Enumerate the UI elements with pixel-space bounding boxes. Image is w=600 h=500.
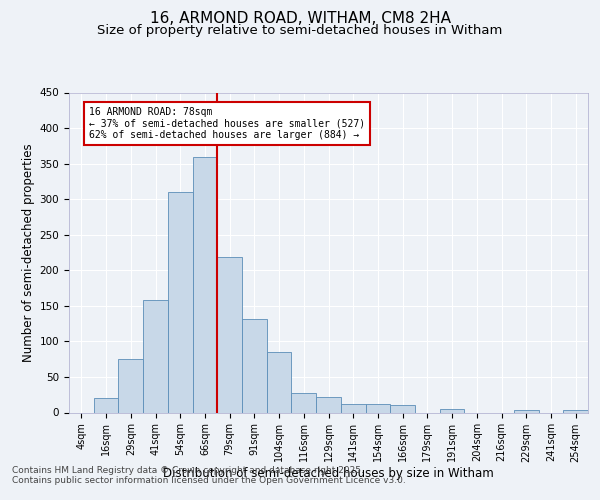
- Bar: [365, 404, 390, 412]
- Bar: [292, 394, 316, 412]
- Text: 16, ARMOND ROAD, WITHAM, CM8 2HA: 16, ARMOND ROAD, WITHAM, CM8 2HA: [149, 11, 451, 26]
- Bar: [341, 404, 365, 412]
- Text: Contains public sector information licensed under the Open Government Licence v3: Contains public sector information licen…: [12, 476, 406, 485]
- Bar: [217, 258, 242, 412]
- Text: 16 ARMOND ROAD: 78sqm
← 37% of semi-detached houses are smaller (527)
62% of sem: 16 ARMOND ROAD: 78sqm ← 37% of semi-deta…: [89, 106, 365, 140]
- X-axis label: Distribution of semi-detached houses by size in Witham: Distribution of semi-detached houses by …: [163, 467, 494, 480]
- Bar: [267, 352, 292, 412]
- Text: Contains HM Land Registry data © Crown copyright and database right 2025.: Contains HM Land Registry data © Crown c…: [12, 466, 364, 475]
- Text: Size of property relative to semi-detached houses in Witham: Size of property relative to semi-detach…: [97, 24, 503, 37]
- Bar: [118, 359, 143, 412]
- Bar: [440, 409, 464, 412]
- Bar: [94, 398, 118, 412]
- Bar: [168, 192, 193, 412]
- Bar: [390, 406, 415, 412]
- Bar: [316, 397, 341, 412]
- Bar: [563, 410, 588, 412]
- Bar: [143, 300, 168, 412]
- Y-axis label: Number of semi-detached properties: Number of semi-detached properties: [22, 143, 35, 362]
- Bar: [242, 318, 267, 412]
- Bar: [514, 410, 539, 412]
- Bar: [193, 156, 217, 412]
